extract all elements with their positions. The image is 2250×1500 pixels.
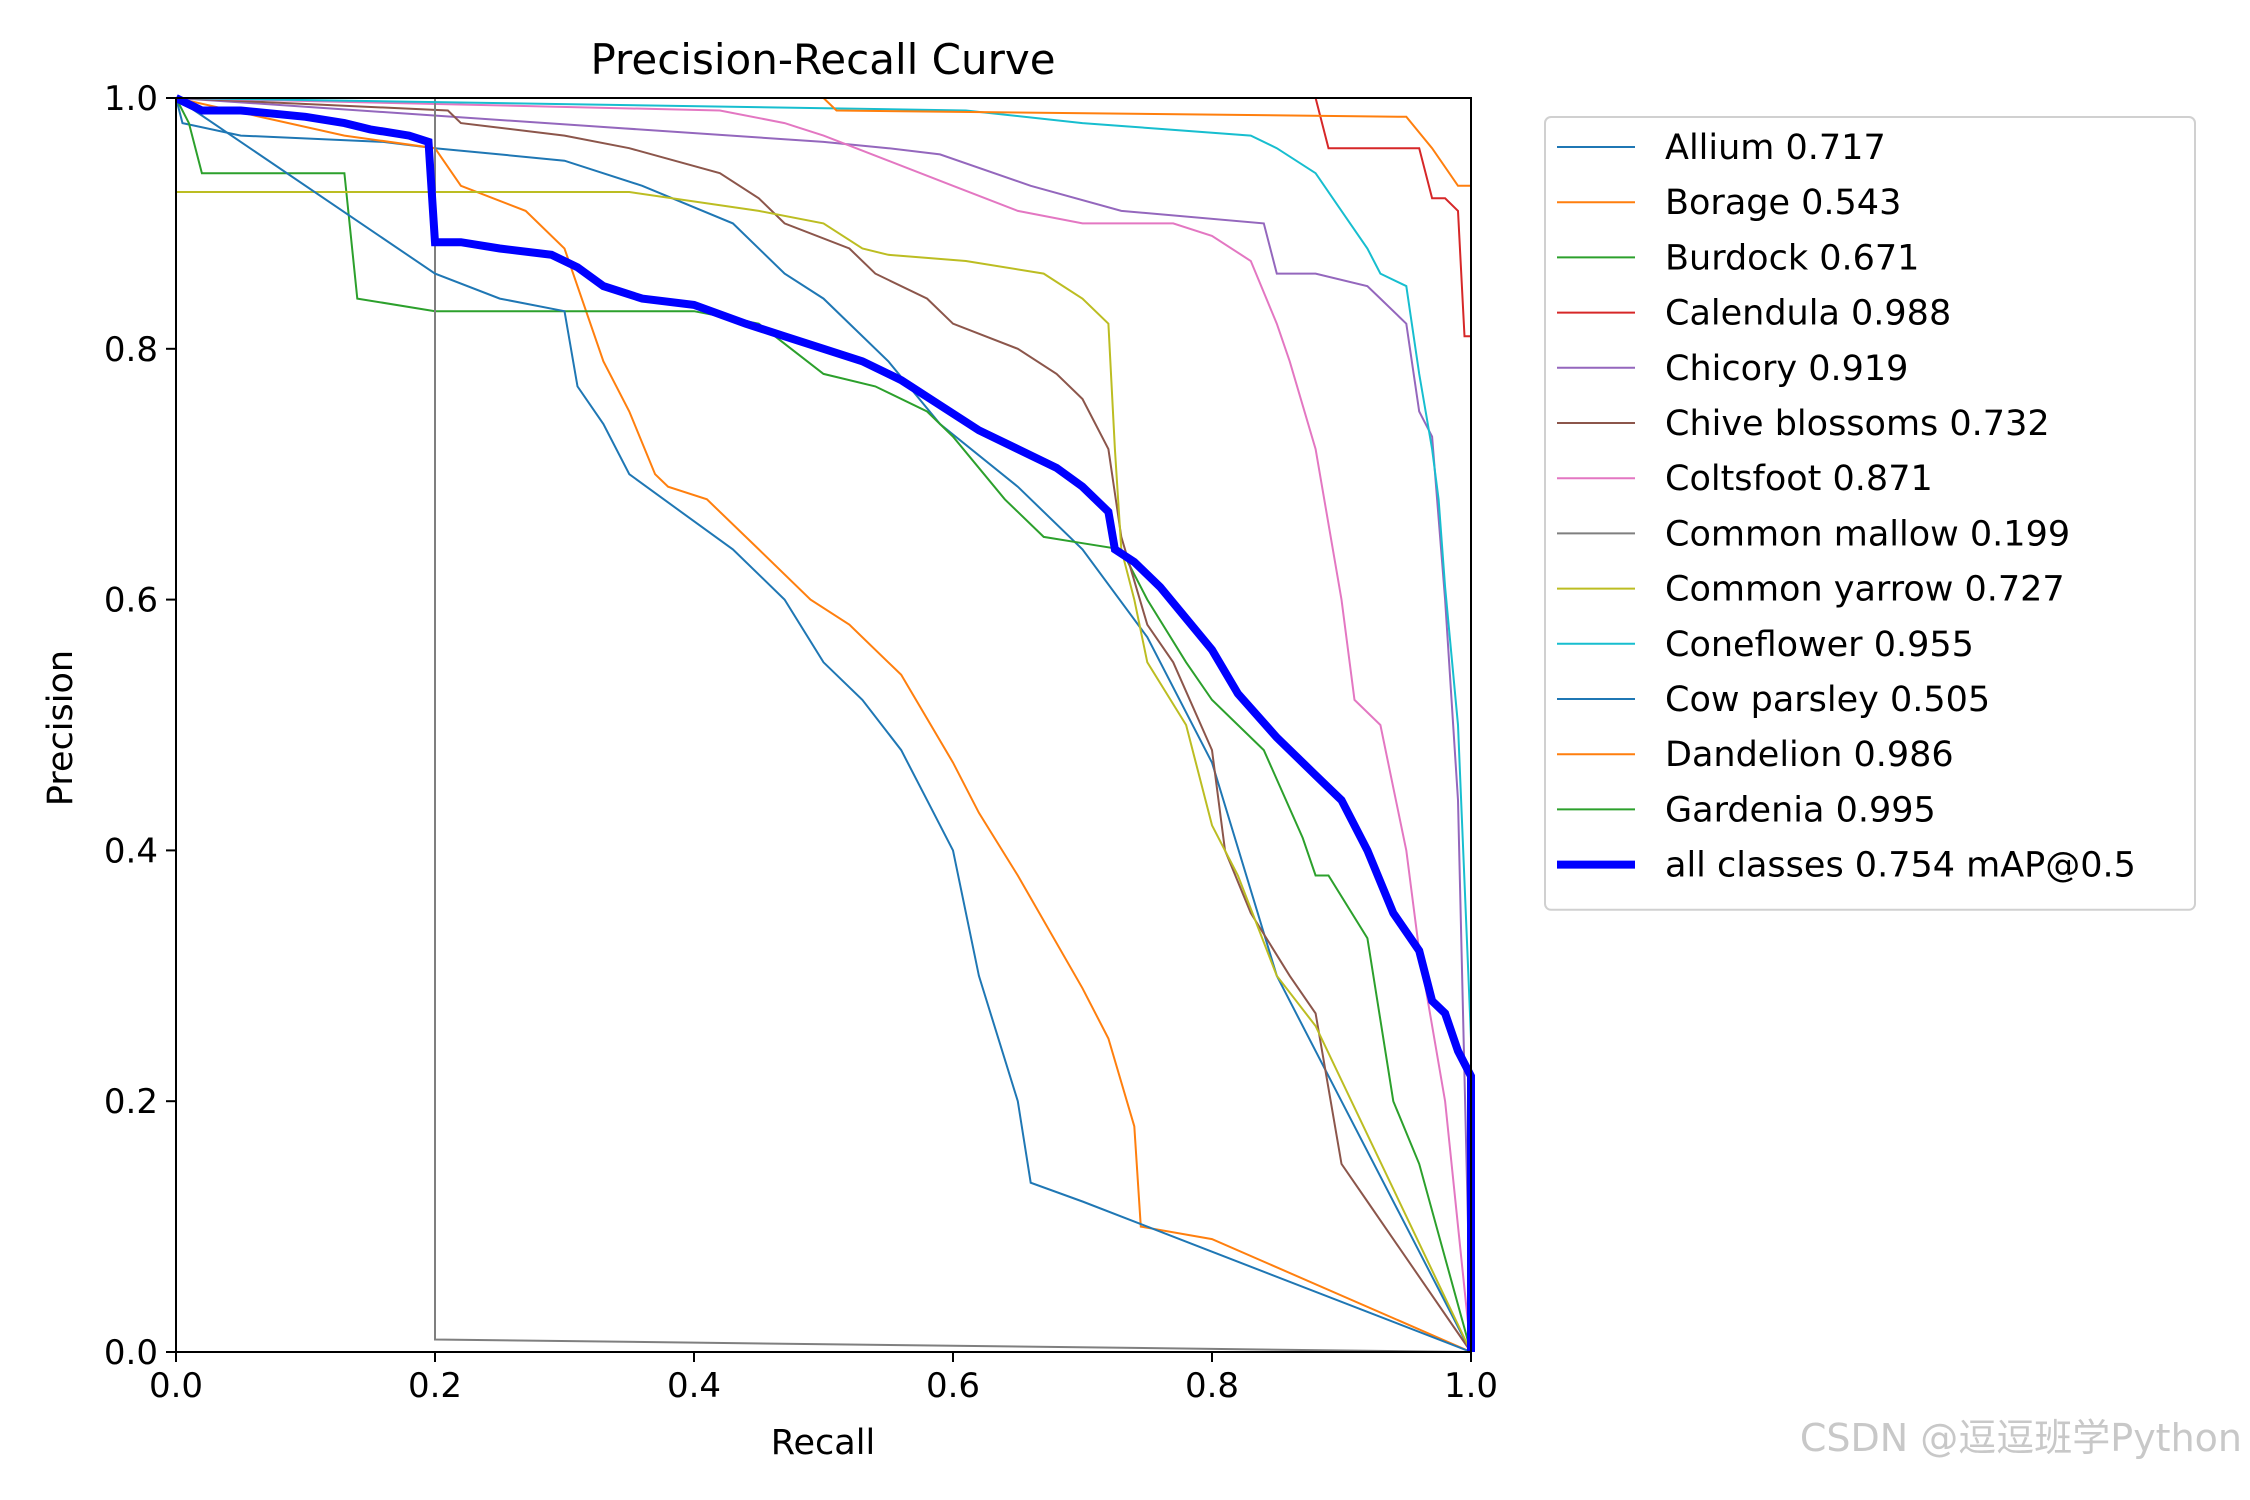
watermark-text: CSDN @逗逗班学Python bbox=[1799, 1416, 2242, 1460]
series-line-5 bbox=[176, 97, 1472, 1353]
legend: Allium 0.717 Borage 0.543 Burdock 0.671 Cal… bbox=[1544, 116, 2196, 911]
x-tick-label: 0.0 bbox=[149, 1366, 203, 1406]
legend-entry: Borage 0.543 bbox=[1665, 183, 1901, 223]
legend-entry: Gardenia 0.995 bbox=[1665, 790, 1936, 830]
y-tick-label: 0.4 bbox=[104, 831, 158, 871]
series-line-8 bbox=[176, 191, 1472, 1353]
x-tick-label: 1.0 bbox=[1444, 1366, 1498, 1406]
y-tick-label: 1.0 bbox=[104, 79, 158, 119]
series-line-12 bbox=[176, 97, 1472, 1352]
series-line-2 bbox=[176, 97, 1472, 1353]
x-tick-label: 0.2 bbox=[408, 1366, 462, 1406]
y-axis-label: Precision bbox=[41, 650, 81, 806]
legend-entry: Cow parsley 0.505 bbox=[1665, 680, 1990, 720]
legend-entry: Common yarrow 0.727 bbox=[1665, 570, 2065, 610]
x-axis-label: Recall bbox=[771, 1423, 875, 1463]
plot-frame bbox=[175, 97, 1472, 1353]
chart-title: Precision-Recall Curve bbox=[590, 35, 1055, 84]
legend-box bbox=[1544, 116, 2196, 911]
series-line-4 bbox=[176, 97, 1472, 1353]
legend-entry: Chicory 0.919 bbox=[1665, 349, 1908, 389]
x-tick-label: 0.6 bbox=[926, 1366, 980, 1406]
x-tick-label: 0.4 bbox=[667, 1366, 721, 1406]
legend-entry: Common mallow 0.199 bbox=[1665, 514, 2070, 554]
legend-entry: all classes 0.754 mAP@0.5 bbox=[1665, 846, 2136, 886]
legend-entry: Dandelion 0.986 bbox=[1665, 735, 1954, 775]
legend-entry: Calendula 0.988 bbox=[1665, 294, 1951, 334]
legend-entry: Coneflower 0.955 bbox=[1665, 625, 1974, 665]
series-line-10 bbox=[176, 97, 1472, 1353]
series-line-0 bbox=[176, 97, 1472, 1353]
x-axis: 0.0 0.2 0.4 0.6 0.8 1.0 bbox=[149, 1352, 1498, 1406]
legend-entry: Burdock 0.671 bbox=[1665, 238, 1919, 278]
legend-entry: Allium 0.717 bbox=[1665, 128, 1886, 168]
y-tick-label: 0.2 bbox=[104, 1082, 158, 1122]
series-line-9 bbox=[176, 97, 1472, 1352]
y-tick-label: 0.0 bbox=[104, 1333, 158, 1373]
x-tick-label: 0.8 bbox=[1185, 1366, 1239, 1406]
y-axis: 0.0 0.2 0.4 0.6 0.8 1.0 bbox=[104, 79, 176, 1373]
series-line-1 bbox=[176, 97, 1472, 1353]
series-line-3 bbox=[176, 97, 1471, 338]
series-layer bbox=[176, 94, 1475, 1353]
series-line-13 bbox=[176, 94, 1475, 1352]
y-tick-label: 0.8 bbox=[104, 330, 158, 370]
series-line-7 bbox=[434, 98, 1472, 1353]
y-tick-label: 0.6 bbox=[104, 581, 158, 621]
legend-entry: Coltsfoot 0.871 bbox=[1665, 459, 1933, 499]
legend-entry: Chive blossoms 0.732 bbox=[1665, 404, 2050, 444]
series-line-6 bbox=[176, 97, 1472, 1353]
